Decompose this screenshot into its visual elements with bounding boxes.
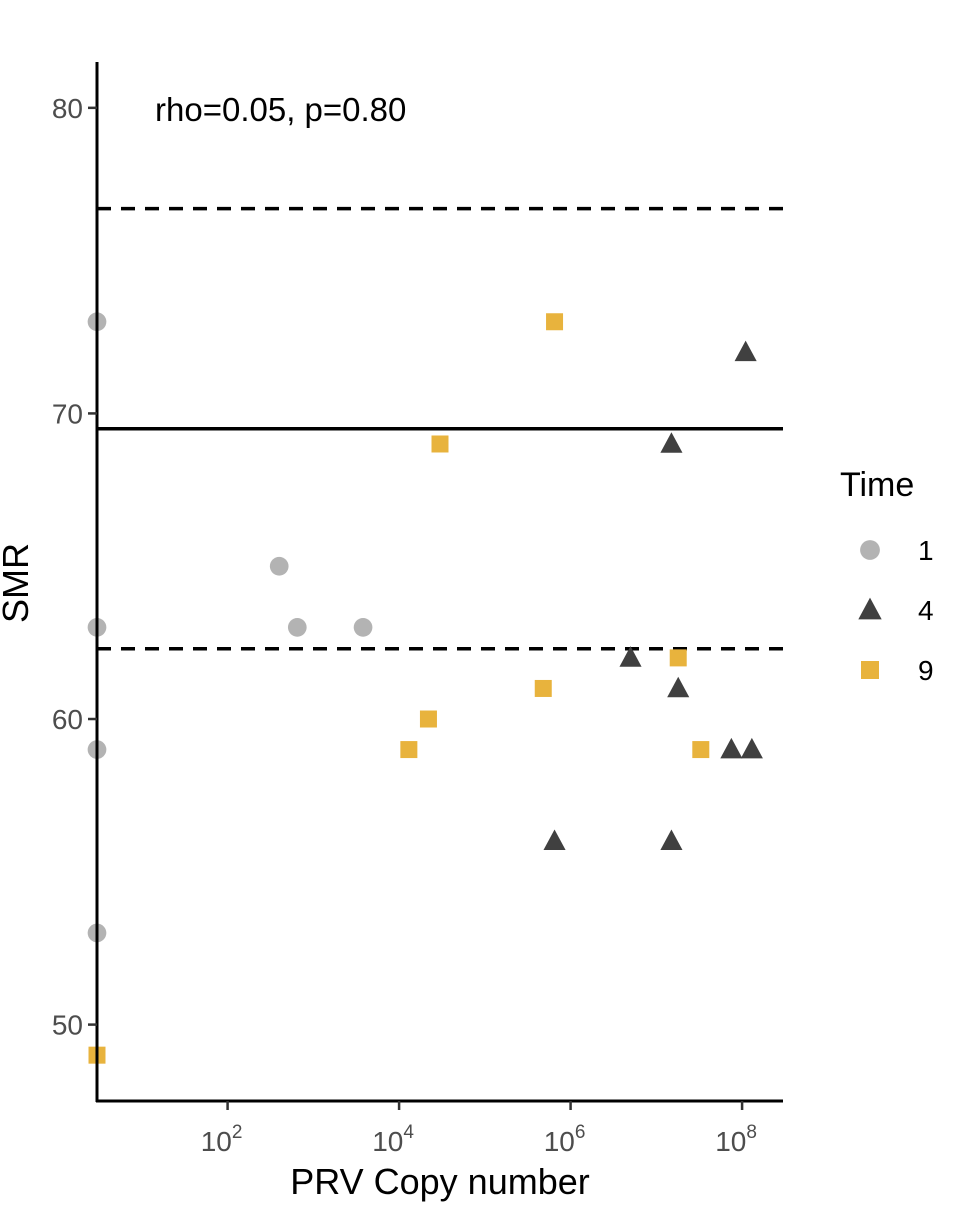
data-point-time-1 — [269, 556, 289, 576]
data-point-time-9 — [419, 710, 437, 728]
x-axis-title: PRV Copy number — [290, 1161, 589, 1202]
data-point-time-4 — [720, 737, 743, 759]
legend-items: 1 4 9 — [858, 535, 934, 686]
legend-label-time-1: 1 — [918, 535, 934, 566]
data-point-time-4 — [667, 676, 690, 698]
legend-label-time-4: 4 — [918, 595, 934, 626]
legend-label-time-9: 9 — [918, 655, 934, 686]
data-point-time-9 — [400, 741, 418, 759]
data-point-time-4 — [660, 432, 683, 453]
data-points — [87, 312, 763, 1064]
x-tick-label: 108 — [715, 1122, 757, 1157]
data-point-time-4 — [619, 646, 642, 667]
data-point-time-9 — [431, 435, 449, 453]
data-point-time-9 — [669, 649, 687, 667]
data-point-time-9 — [546, 313, 564, 331]
y-axis-title: SMR — [0, 543, 36, 623]
data-point-time-1 — [287, 617, 307, 637]
axes: 50 60 70 80 102 104 106 108 — [52, 62, 783, 1157]
data-point-time-9 — [534, 679, 552, 697]
data-point-time-4 — [740, 737, 763, 759]
data-point-time-9 — [692, 741, 710, 759]
data-point-time-4 — [734, 340, 757, 362]
data-point-time-4 — [543, 829, 566, 851]
x-tick-label: 106 — [544, 1122, 586, 1157]
reference-lines — [97, 206, 783, 651]
legend-key-time-4 — [858, 597, 882, 620]
legend: Time 1 4 9 — [840, 466, 934, 686]
legend-title: Time — [840, 466, 914, 504]
x-tick-label: 102 — [201, 1122, 243, 1157]
x-tick-label: 104 — [372, 1122, 414, 1157]
data-point-time-4 — [660, 829, 683, 851]
data-point-time-1 — [353, 617, 373, 637]
legend-key-time-1 — [860, 540, 880, 560]
correlation-annotation: rho=0.05, p=0.80 — [155, 91, 406, 128]
y-tick-label: 50 — [52, 1010, 83, 1041]
y-tick-label: 70 — [52, 398, 83, 429]
y-tick-label: 80 — [52, 93, 83, 124]
legend-key-time-9 — [861, 661, 879, 679]
y-tick-label: 60 — [52, 704, 83, 735]
